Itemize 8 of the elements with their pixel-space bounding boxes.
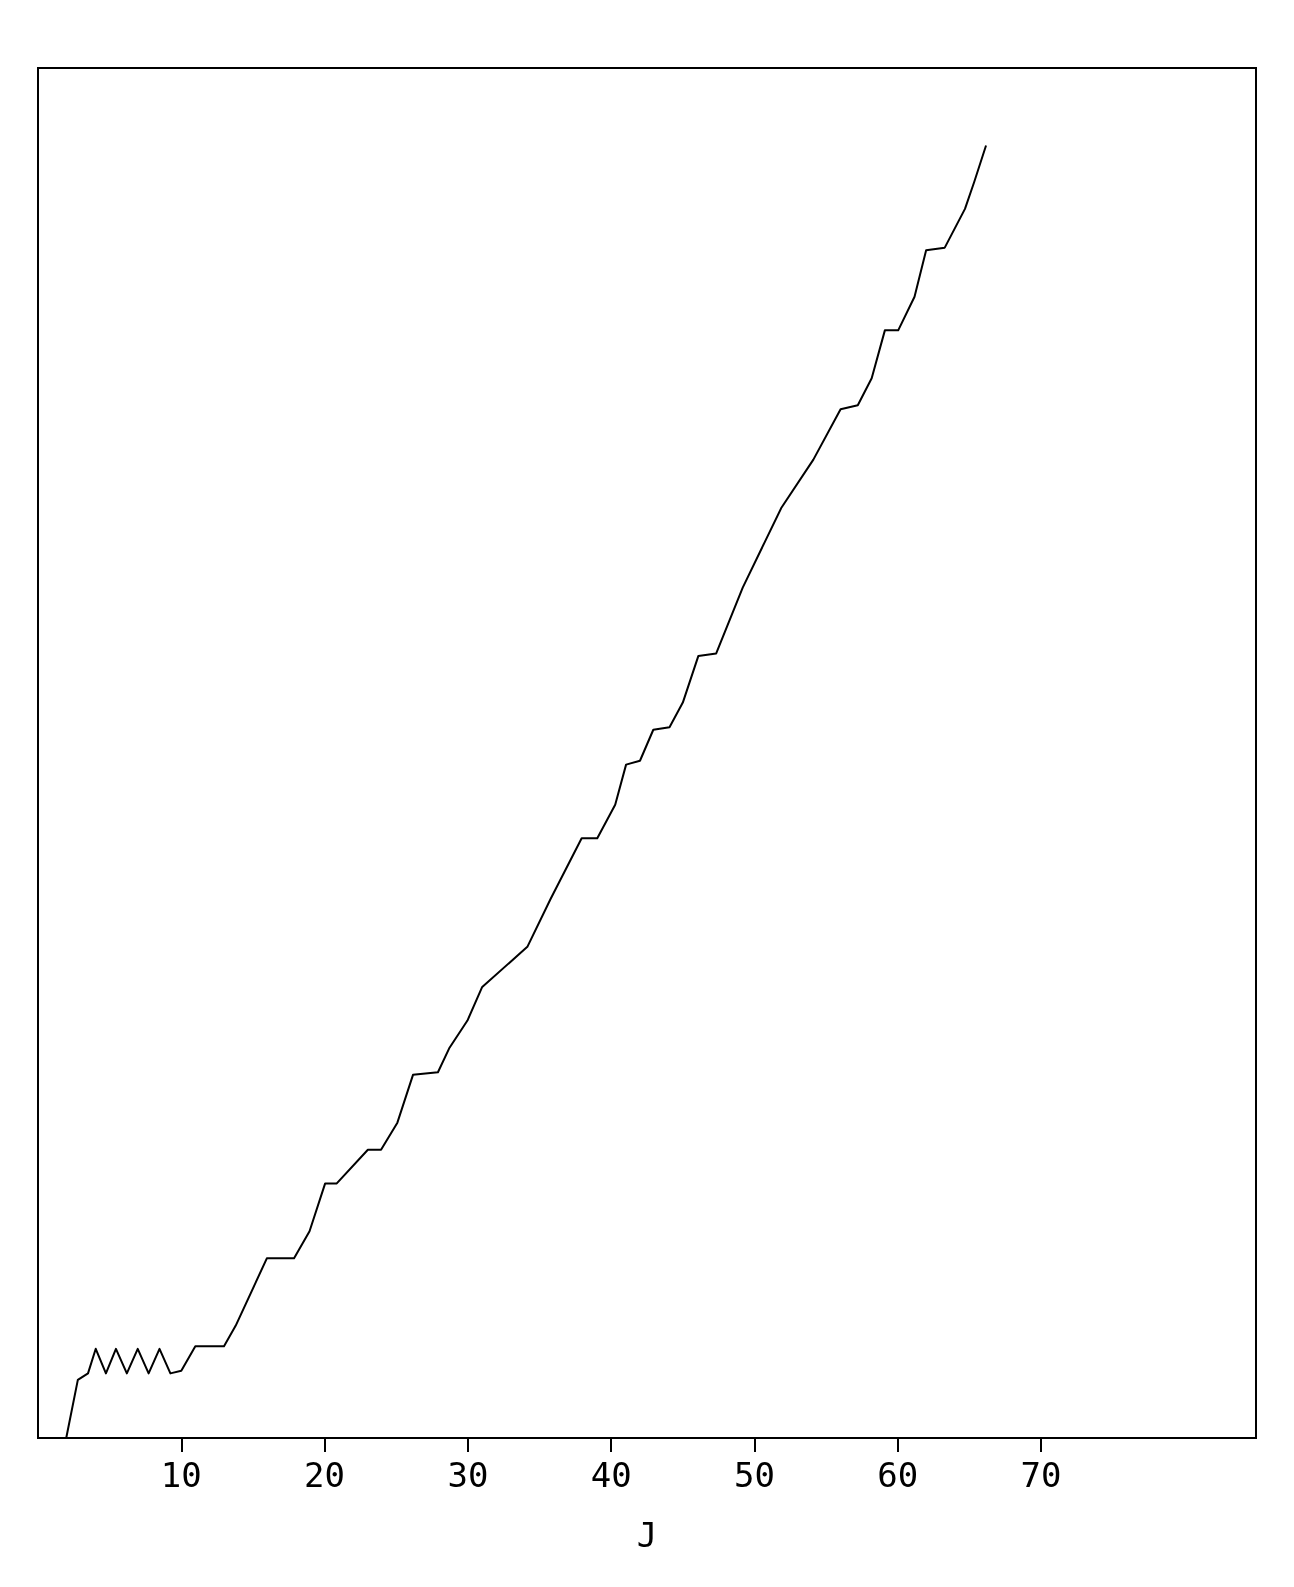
x-tick-label: 20	[304, 1455, 346, 1495]
x-tick-label: 70	[1020, 1455, 1062, 1495]
x-tick-label: 60	[877, 1455, 919, 1495]
x-tick-label: 10	[160, 1455, 202, 1495]
x-axis-title: J	[636, 1515, 658, 1555]
x-tick-label: 40	[590, 1455, 632, 1495]
x-tick-label: 30	[447, 1455, 489, 1495]
x-tick-label: 50	[733, 1455, 775, 1495]
